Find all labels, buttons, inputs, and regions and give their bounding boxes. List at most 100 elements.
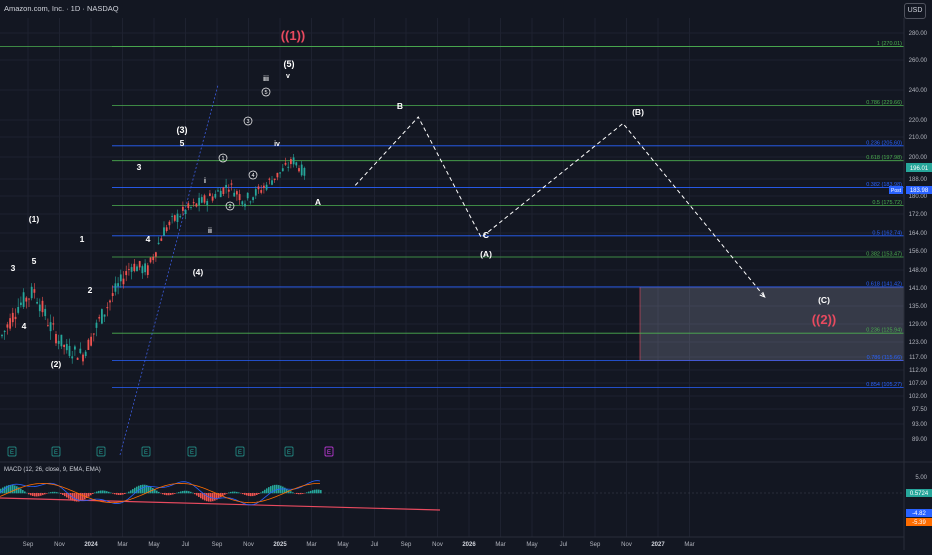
candle-body: [120, 274, 122, 281]
currency-button[interactable]: USD: [904, 3, 926, 19]
candle-body: [196, 204, 198, 207]
candle-body: [266, 185, 268, 190]
earnings-marker-label: E: [190, 450, 194, 456]
candle-body: [171, 216, 173, 217]
macd-histogram-bar: [254, 493, 256, 496]
wave-label: i: [204, 178, 206, 185]
macd-histogram-bar: [132, 489, 134, 493]
time-tick-label: Jul: [182, 542, 190, 548]
candle-body: [93, 333, 95, 334]
candle-body: [206, 201, 208, 205]
macd-histogram-bar: [4, 486, 6, 493]
macd-histogram-bar: [212, 493, 214, 501]
macd-histogram-bar: [298, 493, 300, 494]
candle-body: [79, 349, 81, 353]
wave-label: iii: [263, 76, 269, 83]
candle-body: [144, 263, 146, 272]
macd-histogram-bar: [64, 493, 66, 496]
candle-body: [12, 313, 14, 322]
macd-histogram-bar: [126, 493, 128, 494]
macd-histogram-bar: [144, 485, 146, 494]
macd-histogram-bar: [46, 493, 48, 494]
macd-histogram-bar: [184, 491, 186, 494]
macd-histogram-bar: [266, 488, 268, 493]
candle-body: [123, 279, 125, 285]
price-tick-label: 148.00: [909, 268, 928, 274]
time-tick-label: Jul: [371, 542, 379, 548]
candle-body: [231, 183, 233, 184]
candle-body: [228, 190, 230, 192]
macd-histogram-bar: [142, 485, 144, 494]
macd-histogram-bar: [302, 493, 304, 494]
candle-body: [163, 227, 165, 235]
macd-histogram-bar: [190, 492, 192, 493]
candle-body: [109, 300, 111, 302]
macd-histogram-bar: [182, 491, 184, 493]
candle-body: [185, 210, 187, 214]
macd-histogram-bar: [116, 493, 118, 495]
candle-body: [96, 323, 98, 328]
wave-label: 1: [80, 234, 85, 244]
macd-histogram-bar: [110, 493, 112, 494]
macd-histogram-bar: [282, 487, 284, 494]
macd-histogram-bar: [14, 485, 16, 493]
time-tick-label: Nov: [243, 542, 254, 548]
macd-histogram-bar: [82, 493, 84, 500]
time-tick-label: Mar: [306, 542, 316, 548]
candle-body: [34, 289, 36, 293]
macd-histogram-bar: [114, 493, 116, 494]
candle-body: [17, 307, 19, 313]
candle-body: [260, 190, 262, 193]
wave-label: (2): [51, 359, 62, 369]
macd-histogram-bar: [200, 493, 202, 498]
candle-body: [28, 299, 30, 300]
price-tick-label: 123.00: [909, 340, 928, 346]
price-tick-label: 240.00: [909, 88, 928, 94]
macd-histogram-bar: [100, 491, 102, 494]
macd-histogram-bar: [88, 493, 90, 497]
candle-body: [20, 303, 22, 305]
candle-body: [1, 335, 3, 336]
candle-body: [115, 283, 117, 291]
candle-body: [298, 168, 300, 171]
fib-label: 0.618 (141.42): [866, 281, 902, 287]
macd-histogram-bar: [36, 493, 38, 496]
wave-label: (A): [480, 249, 492, 259]
candle-body: [23, 292, 25, 307]
macd-histogram-bar: [102, 490, 104, 493]
circled-wave-label: 2: [228, 204, 231, 210]
macd-histogram-bar: [232, 492, 234, 494]
candle-body: [274, 179, 276, 180]
earnings-marker-label: E: [327, 450, 331, 456]
candle-body: [250, 202, 252, 203]
fib-label: 0.786 (115.66): [867, 355, 903, 361]
price-tick-label: 141.00: [909, 286, 928, 292]
candle-body: [209, 193, 211, 196]
macd-histogram-bar: [178, 492, 180, 493]
candle-body: [155, 252, 157, 256]
time-tick-label: Nov: [432, 542, 443, 548]
candle-body: [187, 203, 189, 208]
macd-histogram-bar: [166, 493, 168, 495]
macd-histogram-bar: [238, 492, 240, 493]
macd-histogram-bar: [158, 492, 160, 493]
wave-label: iv: [274, 141, 280, 148]
fib-label: 0.5 (175.72): [872, 200, 902, 206]
candle-body: [225, 185, 227, 188]
macd-histogram-bar: [122, 493, 124, 495]
macd-histogram-bar: [92, 493, 94, 494]
wave-label: ((2)): [812, 312, 837, 327]
wave-label: 2: [88, 285, 93, 295]
price-tick-label: 93.00: [912, 422, 928, 428]
candle-body: [204, 195, 206, 202]
price-tick-label: 188.00: [909, 177, 928, 183]
macd-histogram-bar: [32, 493, 34, 496]
price-tick-label: 129.00: [909, 322, 928, 328]
price-tick-label: 156.00: [909, 249, 928, 255]
target-zone: [640, 287, 904, 361]
price-tick-label: 135.00: [909, 304, 928, 310]
wave-label: (3): [177, 125, 188, 135]
